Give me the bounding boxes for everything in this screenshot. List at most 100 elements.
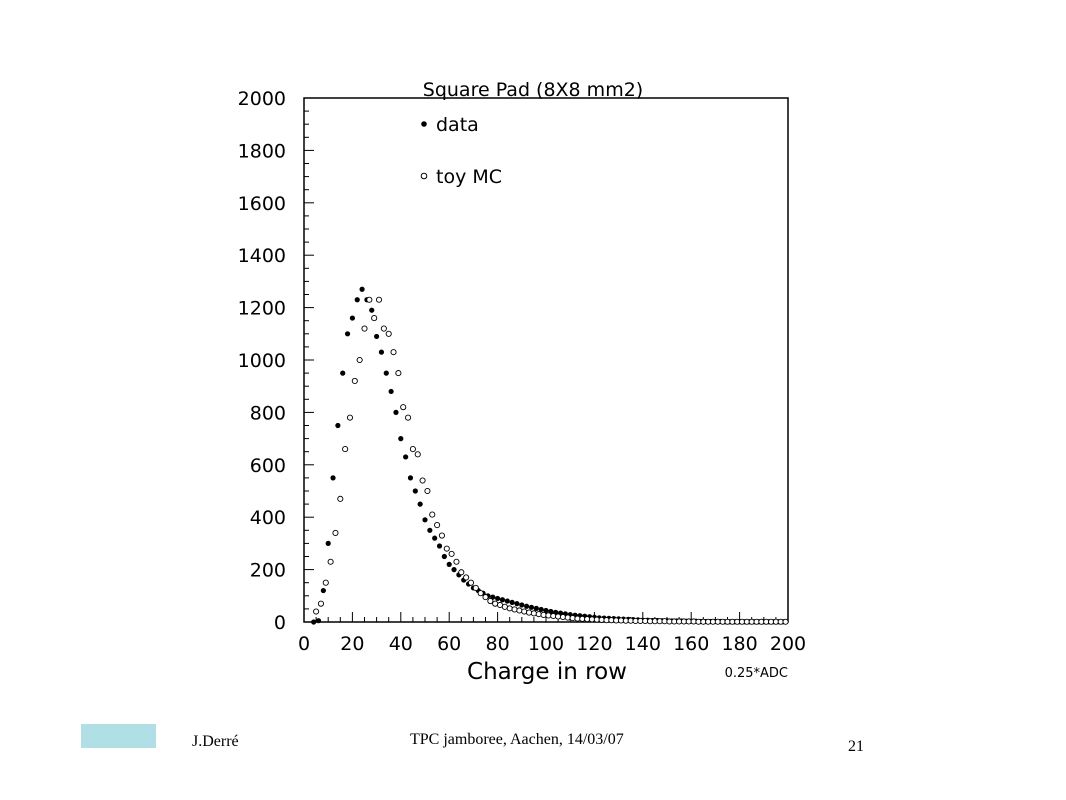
legend-marker-toy-mc — [420, 172, 428, 180]
toy-mc-point — [400, 404, 407, 411]
legend-marker-data — [421, 121, 427, 127]
toy-mc-point — [487, 597, 494, 605]
toy-mc-point — [409, 446, 416, 453]
y-tick-label: 0 — [274, 612, 286, 634]
data-point — [519, 602, 525, 608]
toy-mc-point — [429, 511, 436, 518]
data-point — [509, 599, 515, 605]
toy-mc-point — [535, 611, 542, 618]
chart: 0 20 40 60 80 100 120 140 160 180 200 0 200 400 600 80… — [238, 79, 806, 685]
y-tick-label: 2000 — [238, 88, 286, 110]
toy-mc-point — [453, 558, 460, 565]
x-tick-label: 160 — [673, 633, 709, 655]
toy-mc-point — [458, 569, 465, 576]
x-tick-label: 120 — [576, 633, 612, 655]
data-point — [427, 527, 433, 533]
data-point — [315, 618, 322, 624]
chart-title: Square Pad (8X8 mm2) — [423, 79, 643, 101]
data-point — [407, 475, 414, 481]
y-tick-label: 1200 — [238, 298, 286, 320]
toy-mc-point — [467, 579, 475, 586]
data-point — [543, 607, 549, 614]
toy-mc-point — [385, 330, 392, 337]
data-point — [432, 535, 438, 541]
toy-mc-point — [530, 610, 537, 617]
toy-mc-point — [317, 600, 324, 607]
data-point — [504, 598, 510, 604]
toy-mc-point — [371, 315, 378, 322]
toy-mc-point — [472, 584, 479, 591]
toy-mc-point — [361, 325, 368, 332]
data-point — [495, 595, 501, 602]
data-point — [320, 587, 326, 594]
toy-mc-point — [395, 370, 402, 377]
x-tick-label: 140 — [625, 633, 661, 655]
toy-mc-point — [380, 325, 387, 332]
toy-mc-point — [434, 522, 441, 529]
data-point — [499, 597, 506, 603]
legend-label-toy-mc: toy MC — [436, 166, 502, 188]
x-tick-label: 0 — [298, 633, 310, 655]
data-point — [359, 286, 365, 292]
data-point — [528, 604, 535, 610]
toy-mc-point — [351, 377, 358, 385]
data-point — [538, 606, 544, 613]
x-tick-label: 200 — [770, 633, 806, 655]
y-tick-label: 1000 — [238, 350, 286, 372]
toy-mc-point — [550, 612, 557, 620]
y-tick-label: 800 — [250, 402, 286, 424]
x-tick-label: 100 — [528, 633, 564, 655]
data-point — [378, 349, 385, 355]
toy-mc-point — [555, 613, 562, 620]
toy-mc-point — [375, 296, 383, 303]
toy-mc-point — [332, 529, 339, 536]
y-tick-label: 1800 — [238, 140, 286, 162]
legend-label-data: data — [436, 114, 479, 136]
toy-mc-point — [390, 349, 397, 356]
x-tick-label: 80 — [486, 633, 510, 655]
data-point — [412, 488, 418, 494]
toy-mc-point — [477, 590, 484, 597]
data-point — [451, 567, 457, 573]
data-point — [340, 370, 346, 376]
toy-mc-point — [564, 614, 571, 621]
page-number: 21 — [848, 738, 864, 755]
y-tick-label: 200 — [250, 560, 286, 582]
data-point — [446, 561, 452, 567]
toy-mc-point — [346, 414, 354, 421]
data-point — [422, 517, 428, 523]
toy-mc-point — [569, 615, 576, 622]
toy-mc-point — [438, 532, 445, 539]
data-point — [388, 388, 394, 395]
toy-mc-point — [313, 608, 320, 615]
toy-mc-point — [337, 495, 344, 502]
data-point — [441, 553, 447, 560]
y-tick-label: 1600 — [238, 193, 286, 215]
data-point — [417, 501, 423, 507]
y-tick-label: 600 — [250, 455, 286, 477]
y-tick-label: 400 — [250, 507, 286, 529]
toy-mc-point — [405, 414, 412, 421]
y-tick-label: 1400 — [238, 245, 286, 267]
toy-mc-point — [782, 618, 789, 625]
toy-mc-point — [526, 609, 533, 616]
toy-mc-point — [492, 600, 499, 607]
toy-mc-point — [419, 477, 426, 484]
legend: data toy MC — [420, 114, 502, 188]
data-point — [393, 409, 399, 415]
footer-accent-block — [81, 724, 156, 748]
x-tick-label: 20 — [340, 633, 364, 655]
data-point — [344, 331, 351, 337]
data-point — [524, 603, 530, 609]
toy-mc-point — [356, 356, 363, 364]
toy-mc-point — [443, 545, 450, 552]
data-point — [325, 540, 331, 547]
toy-mc-point — [482, 594, 489, 601]
toy-mc-point — [322, 579, 329, 586]
data-point — [514, 601, 520, 607]
toy-mc-point — [366, 296, 373, 303]
data-point — [330, 475, 336, 481]
x-tick-labels: 0 20 40 60 80 100 120 140 160 180 200 — [298, 633, 806, 655]
x-axis-unit: 0.25*ADC — [725, 666, 788, 681]
toy-mc-point — [540, 611, 547, 618]
